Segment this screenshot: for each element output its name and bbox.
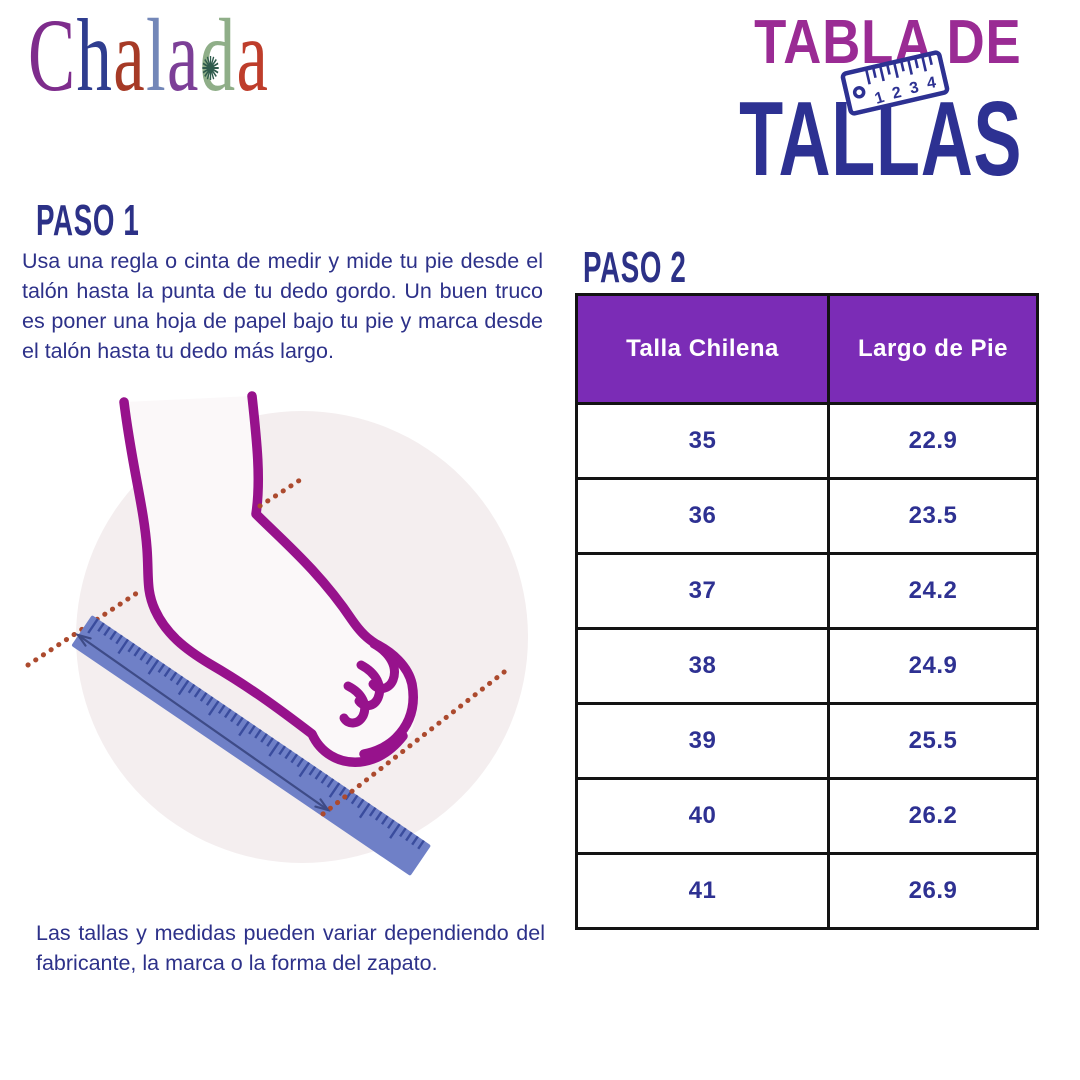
size-row: 36 23.5 xyxy=(575,477,1039,555)
largo-value: 24.2 xyxy=(827,552,1039,630)
ruler-hole-icon xyxy=(852,86,866,99)
talla-value: 37 xyxy=(575,552,830,630)
column-header-largo-de-pie: Largo de Pie xyxy=(827,293,1039,405)
disclaimer-text: Las tallas y medidas pueden variar depen… xyxy=(36,921,545,975)
talla-value: 39 xyxy=(575,702,830,780)
step2-heading: PASO 2 xyxy=(583,243,687,292)
size-table: Talla Chilena Largo de Pie 35 22.9 36 23… xyxy=(575,293,1039,930)
heel-dotted-guide-upper xyxy=(257,477,303,509)
largo-value: 22.9 xyxy=(827,402,1039,480)
logo-letter: C xyxy=(28,0,77,113)
largo-value: 26.9 xyxy=(827,852,1039,930)
talla-value: 38 xyxy=(575,627,830,705)
largo-value: 23.5 xyxy=(827,477,1039,555)
size-table-header-row: Talla Chilena Largo de Pie xyxy=(575,293,1039,405)
talla-value: 36 xyxy=(575,477,830,555)
size-row: 40 26.2 xyxy=(575,777,1039,855)
talla-value: 41 xyxy=(575,852,830,930)
talla-value: 35 xyxy=(575,402,830,480)
foot-measurement-illustration xyxy=(25,391,528,876)
largo-value: 26.2 xyxy=(827,777,1039,855)
size-row: 41 26.9 xyxy=(575,852,1039,930)
size-row: 37 24.2 xyxy=(575,552,1039,630)
logo-letter: a xyxy=(113,0,147,113)
largo-value: 24.9 xyxy=(827,627,1039,705)
logo-letter: a xyxy=(167,0,200,113)
foot-outline xyxy=(119,391,418,767)
logo-letter: a xyxy=(236,0,270,113)
foot-fill xyxy=(124,396,417,763)
talla-value: 40 xyxy=(575,777,830,855)
step1-instructions: Usa una regla o cinta de medir y mide tu… xyxy=(22,249,543,363)
size-row: 39 25.5 xyxy=(575,702,1039,780)
toe-dotted-guide xyxy=(320,666,511,817)
column-header-talla-chilena: Talla Chilena xyxy=(575,293,830,405)
step1-heading: PASO 1 xyxy=(36,196,140,245)
logo-letter: h xyxy=(76,0,114,113)
largo-value: 25.5 xyxy=(827,702,1039,780)
measuring-ruler xyxy=(71,615,431,876)
brand-logo: Chalad ✺ a xyxy=(28,4,269,108)
size-row: 35 22.9 xyxy=(575,402,1039,480)
ruler-number: 2 xyxy=(891,84,904,103)
ruler-number: 3 xyxy=(908,79,921,98)
measurement-arrow xyxy=(75,633,331,812)
ruler-number: 4 xyxy=(926,74,938,92)
logo-letter: d ✺ xyxy=(199,0,237,113)
logo-letter: l xyxy=(146,0,168,113)
ruler-icon: 1 2 3 4 xyxy=(840,50,950,116)
size-row: 38 24.9 xyxy=(575,627,1039,705)
logo-sun-ornament-icon: ✺ xyxy=(201,52,220,88)
